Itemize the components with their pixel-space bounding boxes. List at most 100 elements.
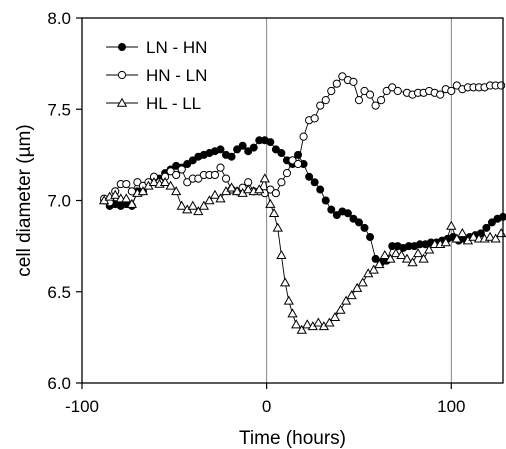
data-point [299, 132, 308, 141]
data-point [291, 319, 302, 329]
data-point [283, 295, 294, 305]
data-point [288, 156, 297, 165]
data-point [198, 200, 210, 210]
data-point [446, 220, 457, 230]
series-3 [98, 173, 506, 334]
legend-label: HL - LL [146, 94, 201, 113]
data-point [279, 277, 291, 287]
data-point [335, 304, 346, 314]
x-tick-label: -100 [65, 397, 99, 416]
data-point [183, 178, 192, 187]
y-tick-label: 8.0 [47, 9, 71, 28]
data-point [296, 324, 307, 334]
data-point [172, 170, 181, 180]
data-point [338, 72, 347, 81]
data-point [277, 149, 286, 158]
legend-label: LN - HN [146, 38, 207, 57]
data-point [451, 233, 462, 243]
data-point [343, 209, 352, 218]
data-point [495, 228, 506, 238]
data-point [332, 211, 341, 220]
data-point [327, 86, 336, 96]
data-point [349, 77, 358, 86]
data-point [484, 231, 496, 241]
data-point [457, 228, 468, 238]
data-point [440, 237, 451, 247]
x-tick-label: 100 [437, 397, 465, 416]
data-point [231, 186, 243, 196]
data-point [468, 231, 479, 241]
data-point [388, 83, 397, 92]
data-point [177, 165, 186, 174]
data-point [321, 96, 330, 105]
data-point [418, 253, 429, 263]
data-point [377, 96, 386, 105]
data-point [210, 170, 220, 180]
data-point [447, 86, 456, 96]
data-point [354, 96, 364, 105]
data-point [360, 86, 369, 96]
reference-lines [266, 18, 452, 383]
data-point [487, 218, 496, 227]
data-point [227, 152, 236, 161]
data-point [133, 178, 142, 187]
data-point [204, 195, 215, 205]
data-point [165, 180, 176, 190]
data-point [254, 184, 265, 194]
data-point [321, 196, 330, 205]
data-point [221, 174, 231, 183]
data-point [171, 186, 182, 196]
data-point [277, 178, 286, 187]
data-point [436, 90, 445, 99]
legend-label: HN - LN [146, 66, 207, 85]
y-axis-title: cell diameter (µm) [14, 124, 35, 276]
data-point [360, 223, 369, 232]
data-point [327, 205, 336, 214]
data-point [401, 253, 413, 263]
legend-marker [118, 43, 127, 52]
series-layer [98, 72, 506, 334]
data-point [490, 233, 501, 243]
data-point [194, 174, 203, 183]
series-1 [100, 136, 506, 267]
data-point [287, 308, 298, 318]
y-tick-label: 7.0 [47, 192, 71, 211]
data-point [268, 207, 280, 217]
data-point [368, 264, 379, 274]
data-point [324, 317, 335, 327]
legend: LN - HN HN - LN HL - LL [106, 38, 207, 113]
data-point [282, 169, 292, 178]
data-point [188, 156, 197, 165]
data-point [390, 248, 402, 258]
legend-marker [116, 97, 128, 107]
data-point [238, 141, 247, 150]
data-point [272, 222, 283, 232]
data-point [412, 248, 424, 258]
x-tick-label: 0 [262, 397, 271, 416]
data-point [374, 259, 385, 269]
data-point [354, 218, 363, 227]
data-point [385, 253, 396, 263]
data-point [244, 147, 253, 156]
data-point [393, 86, 402, 96]
data-point [271, 145, 280, 154]
data-point [159, 176, 171, 186]
data-point [249, 143, 258, 152]
y-tick-label: 7.5 [47, 100, 71, 119]
data-point [366, 232, 375, 241]
data-point [233, 145, 242, 154]
data-point [293, 159, 303, 169]
data-point [176, 200, 187, 210]
data-point [148, 176, 160, 186]
data-point [329, 311, 341, 322]
data-point [193, 206, 204, 216]
data-point [310, 178, 319, 187]
data-point [122, 179, 131, 189]
data-point [209, 189, 221, 199]
data-point [313, 317, 324, 327]
legend-marker [117, 70, 127, 80]
data-point [166, 167, 175, 176]
data-point [382, 86, 391, 96]
data-point [137, 186, 149, 196]
